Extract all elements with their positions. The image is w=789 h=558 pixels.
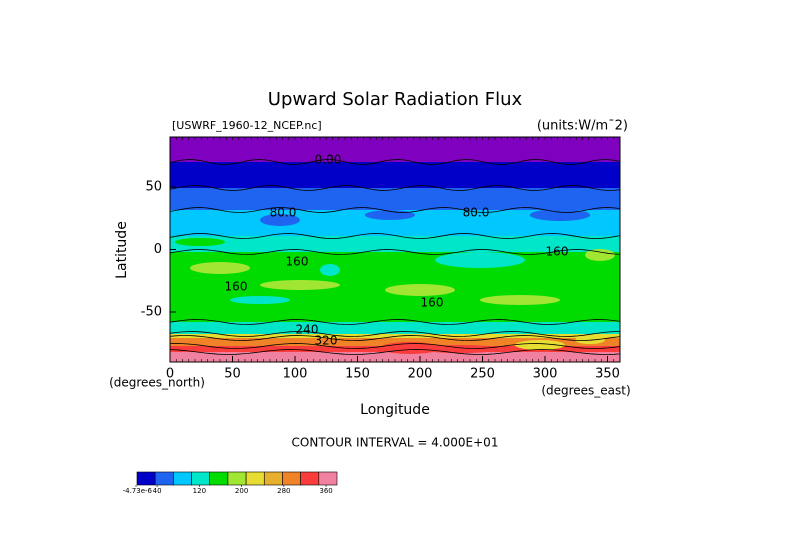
- field-blob: [435, 252, 525, 268]
- contour-interval: CONTOUR INTERVAL = 4.000E+01: [292, 436, 499, 450]
- contour-line: [169, 207, 621, 213]
- field-band: [170, 352, 620, 362]
- y-tick-label: 0: [154, 242, 162, 257]
- x-tick-label: 250: [470, 367, 495, 382]
- contour-label: 240: [296, 323, 319, 337]
- contour-line: [169, 331, 621, 337]
- field-blob: [515, 340, 565, 350]
- field-band: [170, 137, 620, 162]
- colorbar-box: [300, 471, 320, 486]
- x-tick-label: 150: [345, 367, 370, 382]
- contour-line: [169, 249, 621, 255]
- field-blob: [385, 284, 455, 296]
- contour-label: 160: [286, 255, 309, 269]
- colorbar-box: [173, 471, 192, 486]
- contour-label: 0.00: [315, 153, 342, 167]
- colorbar-box: [282, 471, 301, 486]
- contour-label: 160: [421, 296, 444, 310]
- contour-label: 160: [546, 245, 569, 259]
- x-tick-label: 300: [533, 367, 558, 382]
- y-units-label: (degrees_north): [109, 376, 205, 390]
- chart-title: Upward Solar Radiation Flux: [268, 89, 523, 110]
- field-band: [170, 322, 620, 334]
- x-tick-label: 50: [224, 367, 241, 382]
- colorbar-label: -4.73e-6: [123, 487, 153, 495]
- field-band: [170, 162, 620, 188]
- colorbar-box: [209, 471, 229, 486]
- contour-line: [169, 159, 621, 165]
- field-blob: [420, 345, 500, 353]
- y-axis-label: Latitude: [114, 221, 130, 279]
- colorbar-box: [154, 471, 174, 486]
- colorbar-label: 120: [193, 487, 206, 495]
- contour-line: [169, 335, 621, 341]
- contour-label: 320: [315, 334, 338, 348]
- colorbar-box: [245, 471, 265, 486]
- x-tick-label: 0: [166, 367, 174, 382]
- x-tick-label: 100: [283, 367, 308, 382]
- contour-label: 80.0: [463, 206, 490, 220]
- x-units-label: (degrees_east): [541, 384, 630, 398]
- x-tick-label: 200: [408, 367, 433, 382]
- field-band: [170, 188, 620, 210]
- field-blob: [480, 295, 560, 305]
- colorbar-box: [263, 471, 283, 486]
- contour-label: 160: [225, 280, 248, 294]
- units-label: (units:W/m¯2): [537, 119, 628, 134]
- field-blob: [230, 296, 290, 304]
- contour-label: 80.0: [270, 206, 297, 220]
- colorbar-label: 200: [235, 487, 248, 495]
- x-tick-label: 350: [595, 367, 620, 382]
- x-axis-label: Longitude: [360, 402, 430, 418]
- field-blob: [585, 249, 615, 261]
- field-band: [170, 338, 620, 346]
- field-blob: [260, 214, 300, 226]
- field-blob: [190, 262, 250, 274]
- colorbar-label: 40: [153, 487, 162, 495]
- colorbar-box: [227, 471, 247, 486]
- contour-line: [169, 343, 621, 349]
- contour-line: [169, 319, 621, 325]
- contour-line: [169, 185, 621, 191]
- y-tick-label: 50: [145, 180, 162, 195]
- contour-line: [169, 233, 621, 239]
- colorbar-box: [191, 471, 211, 486]
- field-band: [170, 236, 620, 252]
- colorbar-box: [136, 471, 156, 486]
- colorbar-label: 280: [277, 487, 290, 495]
- colorbar-box: [318, 471, 338, 486]
- contour-line: [169, 349, 621, 355]
- field-band: [170, 334, 620, 338]
- file-label: [USWRF_1960-12_NCEP.nc]: [172, 119, 322, 132]
- field-blob: [175, 238, 225, 246]
- colorbar-label: 360: [319, 487, 332, 495]
- contour-field: [169, 137, 621, 362]
- field-blob: [260, 280, 340, 290]
- y-tick-label: -50: [141, 305, 162, 320]
- field-blob: [320, 264, 340, 276]
